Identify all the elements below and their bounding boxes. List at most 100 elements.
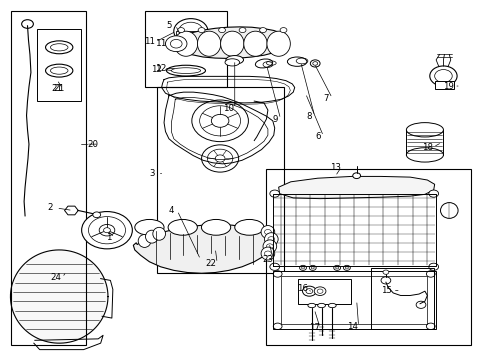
Text: 11: 11 xyxy=(143,37,155,46)
Polygon shape xyxy=(133,225,271,273)
Circle shape xyxy=(380,277,390,284)
Ellipse shape xyxy=(261,226,274,238)
Bar xyxy=(298,279,350,304)
Circle shape xyxy=(198,28,204,33)
Bar xyxy=(272,271,435,329)
Ellipse shape xyxy=(440,203,457,219)
Circle shape xyxy=(21,20,33,28)
Ellipse shape xyxy=(287,57,306,66)
Ellipse shape xyxy=(201,220,230,235)
Text: 18: 18 xyxy=(421,143,432,152)
Text: 17: 17 xyxy=(308,323,319,332)
Bar xyxy=(266,169,470,345)
Circle shape xyxy=(218,28,225,33)
Ellipse shape xyxy=(153,227,165,240)
Circle shape xyxy=(191,100,248,141)
Text: 9: 9 xyxy=(271,114,277,123)
Bar xyxy=(281,276,427,324)
Circle shape xyxy=(429,66,456,86)
Ellipse shape xyxy=(307,303,315,308)
Circle shape xyxy=(259,28,266,33)
Text: 20: 20 xyxy=(88,140,99,149)
Ellipse shape xyxy=(264,233,278,246)
Text: 12: 12 xyxy=(156,64,167,73)
Bar xyxy=(144,12,227,87)
Polygon shape xyxy=(10,250,108,343)
Circle shape xyxy=(343,265,349,270)
Text: 19: 19 xyxy=(442,82,453,91)
Ellipse shape xyxy=(174,31,197,56)
Bar xyxy=(11,12,86,345)
Ellipse shape xyxy=(266,31,290,56)
Ellipse shape xyxy=(166,65,205,76)
Text: 15: 15 xyxy=(381,286,391,295)
Circle shape xyxy=(382,270,388,274)
Text: 8: 8 xyxy=(305,112,311,121)
Circle shape xyxy=(428,190,438,197)
Ellipse shape xyxy=(406,148,443,162)
Ellipse shape xyxy=(263,240,276,253)
Ellipse shape xyxy=(244,31,266,56)
Ellipse shape xyxy=(317,303,325,308)
Circle shape xyxy=(177,28,184,33)
Bar xyxy=(434,81,453,89)
Circle shape xyxy=(428,263,438,270)
Text: 5: 5 xyxy=(166,21,172,30)
Circle shape xyxy=(239,28,245,33)
Text: 22: 22 xyxy=(205,259,216,268)
Ellipse shape xyxy=(234,220,264,235)
Text: 21: 21 xyxy=(51,84,62,93)
Text: 1: 1 xyxy=(106,233,111,242)
Polygon shape xyxy=(165,27,288,58)
Circle shape xyxy=(201,145,238,172)
Ellipse shape xyxy=(45,64,73,77)
Ellipse shape xyxy=(168,220,197,235)
Circle shape xyxy=(173,19,207,44)
Circle shape xyxy=(93,212,101,218)
Circle shape xyxy=(309,265,316,270)
Text: 10: 10 xyxy=(223,104,234,113)
Ellipse shape xyxy=(261,247,274,260)
Bar xyxy=(176,31,205,47)
Text: 12: 12 xyxy=(151,65,162,74)
Circle shape xyxy=(415,301,425,309)
Text: 2: 2 xyxy=(48,203,53,212)
Ellipse shape xyxy=(328,303,335,308)
Bar xyxy=(37,30,81,101)
Circle shape xyxy=(314,287,325,296)
Circle shape xyxy=(269,263,279,270)
Ellipse shape xyxy=(225,55,243,64)
Ellipse shape xyxy=(406,123,443,137)
Ellipse shape xyxy=(135,220,163,235)
Circle shape xyxy=(310,60,320,67)
Ellipse shape xyxy=(224,59,239,66)
Ellipse shape xyxy=(197,31,221,56)
Circle shape xyxy=(333,265,340,270)
Ellipse shape xyxy=(220,31,244,56)
Ellipse shape xyxy=(45,41,73,54)
Polygon shape xyxy=(278,176,434,199)
Circle shape xyxy=(352,173,360,179)
Text: 23: 23 xyxy=(262,255,273,264)
Circle shape xyxy=(280,28,286,33)
Text: 21: 21 xyxy=(53,84,65,93)
Text: 13: 13 xyxy=(329,163,340,172)
Text: 4: 4 xyxy=(168,206,174,215)
Ellipse shape xyxy=(189,255,211,264)
Text: 6: 6 xyxy=(314,132,320,141)
Text: 16: 16 xyxy=(296,284,307,293)
Circle shape xyxy=(269,190,279,197)
Circle shape xyxy=(299,265,306,270)
Circle shape xyxy=(302,286,316,296)
Text: 14: 14 xyxy=(346,322,358,331)
Ellipse shape xyxy=(145,230,158,243)
Text: 7: 7 xyxy=(323,94,328,103)
Ellipse shape xyxy=(255,59,272,68)
Text: 11: 11 xyxy=(156,39,167,48)
Text: 24: 24 xyxy=(51,273,61,282)
Circle shape xyxy=(165,36,186,51)
Bar xyxy=(157,87,283,273)
Text: 3: 3 xyxy=(149,169,154,178)
Bar xyxy=(370,268,433,329)
Ellipse shape xyxy=(138,234,151,247)
